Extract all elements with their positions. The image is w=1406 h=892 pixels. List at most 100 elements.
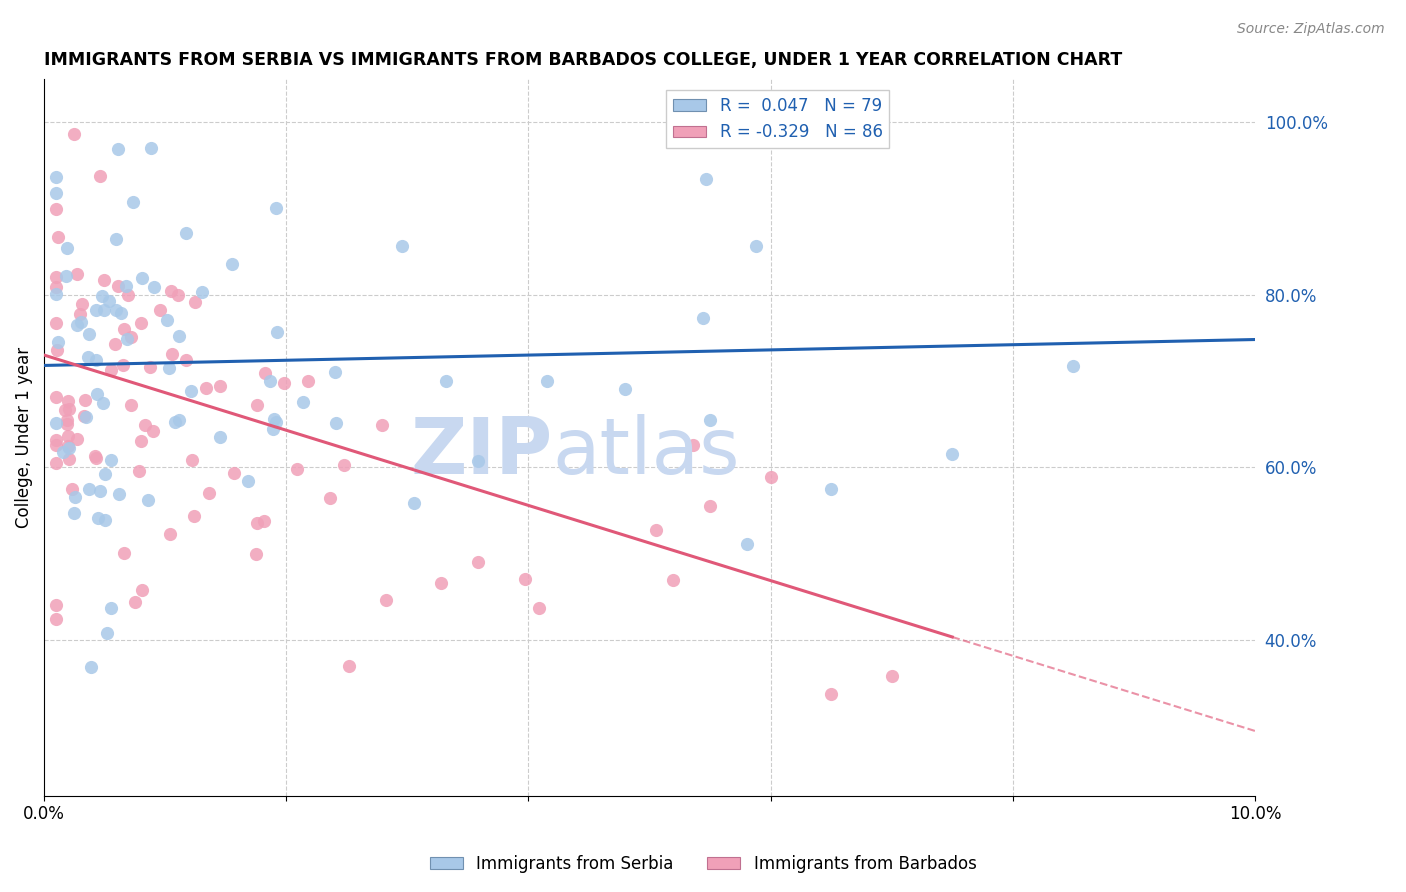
Point [56, 439, 79, 453]
Point [87, 510, 110, 524]
Point [45, 202, 67, 217]
Point [89, 484, 111, 499]
Point [737, 537, 759, 551]
Point [94, 467, 117, 482]
Point [112, 322, 135, 336]
Point [100, 600, 122, 615]
Point [159, 284, 181, 298]
Point [333, 458, 356, 473]
Point [58, 402, 80, 417]
Point [124, 595, 146, 609]
Text: atlas: atlas [553, 414, 740, 490]
Point [91, 289, 114, 303]
Legend: R =  0.047   N = 79, R = -0.329   N = 86: R = 0.047 N = 79, R = -0.329 N = 86 [666, 90, 890, 148]
Point [143, 280, 166, 294]
Point [75, 409, 97, 424]
Point [56, 417, 79, 431]
Point [129, 434, 152, 448]
Point [77, 351, 100, 365]
Point [94, 513, 117, 527]
Point [66, 432, 89, 446]
Text: IMMIGRANTS FROM SERBIA VS IMMIGRANTS FROM BARBADOS COLLEGE, UNDER 1 YEAR CORRELA: IMMIGRANTS FROM SERBIA VS IMMIGRANTS FRO… [44, 51, 1122, 69]
Point [45, 438, 67, 452]
Point [246, 398, 269, 412]
Point [58, 451, 80, 466]
Point [467, 555, 489, 569]
Point [58, 441, 80, 455]
Point [138, 360, 160, 375]
Point [699, 413, 721, 427]
Point [159, 527, 181, 541]
Point [536, 374, 558, 388]
Point [63, 127, 86, 141]
Point [128, 463, 150, 477]
Point [56, 413, 79, 427]
Point [645, 523, 668, 537]
Point [221, 257, 243, 271]
Point [46, 230, 69, 244]
Point [614, 382, 637, 396]
Point [141, 141, 163, 155]
Point [77, 326, 100, 341]
Point [131, 582, 153, 597]
Point [96, 626, 118, 640]
Point [375, 593, 398, 607]
Point [73, 393, 96, 408]
Point [134, 418, 156, 433]
Text: Source: ZipAtlas.com: Source: ZipAtlas.com [1237, 22, 1385, 37]
Point [167, 288, 190, 302]
Point [692, 310, 714, 325]
Point [45, 416, 67, 430]
Point [89, 169, 111, 183]
Point [149, 303, 172, 318]
Point [84, 353, 107, 368]
Point [45, 390, 67, 404]
Point [117, 288, 139, 302]
Point [323, 365, 346, 379]
Point [84, 450, 107, 465]
Point [292, 395, 315, 409]
Point [53, 402, 76, 417]
Point [337, 658, 360, 673]
Legend: Immigrants from Serbia, Immigrants from Barbados: Immigrants from Serbia, Immigrants from … [423, 848, 983, 880]
Point [266, 415, 288, 429]
Point [880, 669, 903, 683]
Point [266, 201, 288, 215]
Point [246, 516, 269, 531]
Point [86, 387, 108, 401]
Point [73, 409, 96, 424]
Point [45, 598, 67, 612]
Point [45, 343, 67, 357]
Point [69, 315, 91, 329]
Point [156, 313, 179, 327]
Point [297, 374, 319, 388]
Point [45, 269, 67, 284]
Point [56, 429, 79, 443]
Point [191, 285, 214, 299]
Point [79, 660, 101, 674]
Text: ZIP: ZIP [411, 414, 553, 490]
Point [245, 547, 267, 561]
Point [84, 449, 107, 463]
Point [108, 486, 131, 500]
Point [160, 347, 183, 361]
Point [180, 452, 202, 467]
Point [695, 172, 717, 186]
Point [820, 687, 842, 701]
Point [56, 241, 79, 255]
Point [104, 337, 127, 351]
Point [56, 393, 79, 408]
Point [55, 268, 77, 283]
Point [325, 416, 347, 430]
Point [163, 415, 186, 429]
Point [430, 576, 453, 591]
Point [45, 433, 67, 447]
Point [45, 186, 67, 200]
Point [45, 170, 67, 185]
Point [104, 232, 127, 246]
Point [262, 422, 284, 436]
Point [45, 612, 67, 626]
Point [263, 411, 285, 425]
Point [65, 490, 87, 504]
Point [285, 462, 308, 476]
